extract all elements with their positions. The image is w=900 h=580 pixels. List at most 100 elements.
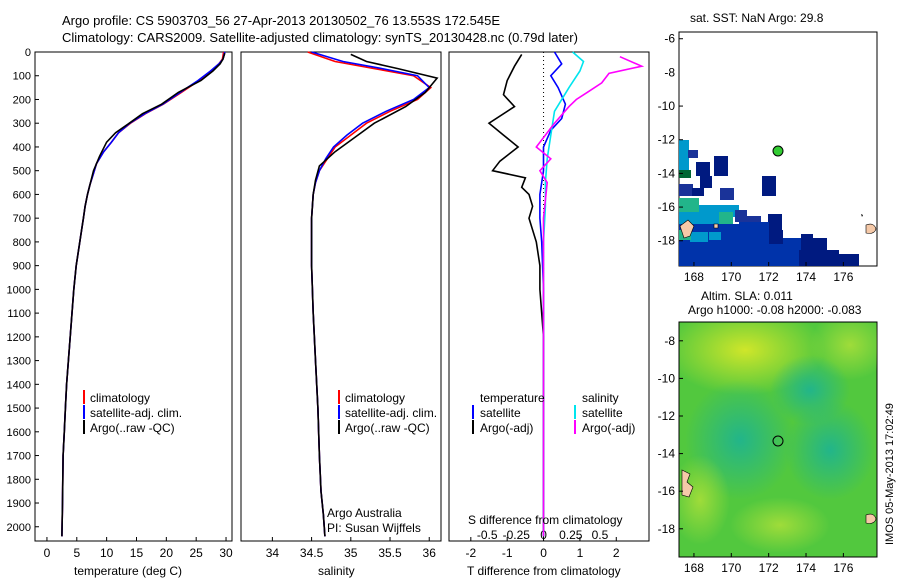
island-shape	[679, 219, 695, 239]
sst-cell	[679, 184, 693, 196]
sst-cell	[735, 210, 747, 222]
legend-label-argo: Argo(..raw -QC)	[90, 421, 175, 435]
x-tick-label: 25	[190, 546, 204, 560]
y-tick-label: 1200	[7, 332, 31, 344]
x-axis-label-temperature: temperature (deg C)	[74, 564, 182, 578]
sst-map-title: sat. SST: NaN Argo: 29.8	[690, 11, 824, 25]
y-tick-label: 2000	[7, 522, 31, 534]
y-tick-label: 800	[13, 237, 31, 249]
map-x-tick-label: 170	[721, 561, 741, 575]
x-tick-label: 15	[130, 546, 144, 560]
x-tick-label: 5	[73, 546, 80, 560]
x-tick-label: -2	[465, 546, 476, 560]
sst-cell	[696, 162, 710, 176]
y-tick-label: 500	[13, 166, 31, 178]
y-tick-label: 1100	[7, 308, 31, 320]
map-x-tick-label: 172	[759, 270, 779, 284]
imos-timestamp: IMOS 05-May-2013 17:02:49	[884, 403, 896, 545]
map-y-tick-label: -18	[658, 522, 676, 536]
map-y-tick-label: -6	[664, 32, 675, 46]
island-shape	[681, 469, 694, 498]
y-tick-label: 100	[13, 71, 31, 83]
legend-title-temperature: temperature	[480, 391, 545, 405]
y-tick-label: 1400	[7, 379, 31, 391]
y-tick-label: 1300	[7, 356, 31, 368]
credit-line1: Argo Australia	[327, 506, 402, 520]
map-x-tick-label: 172	[759, 561, 779, 575]
y-tick-label: 1000	[7, 284, 31, 296]
map-y-tick-label: -8	[664, 65, 675, 79]
y-tick-label: 700	[13, 213, 31, 225]
sst-cell	[714, 156, 728, 176]
map-y-tick-label: -14	[658, 447, 676, 461]
y-tick-label: 1800	[7, 474, 31, 486]
y-tick-label: 900	[13, 261, 31, 273]
argo-float-marker	[772, 145, 784, 157]
sla-map	[678, 321, 878, 558]
temperature-panel	[34, 51, 233, 542]
argo-float-marker	[772, 435, 784, 447]
y-tick-label: 1600	[7, 427, 31, 439]
legend-label-climatology: climatology	[345, 391, 405, 405]
profile-lines	[61, 51, 645, 541]
x-tick-label: 34.5	[300, 546, 324, 560]
axis-ticks: 0100200300400500600700800900100011001200…	[7, 47, 620, 560]
legend-label-sal-argo: Argo(-adj)	[582, 421, 635, 435]
legend-label-temp-satellite: satellite	[480, 406, 521, 420]
map-y-tick-label: -10	[658, 99, 676, 113]
island-dot	[861, 214, 863, 217]
x-axis-label-salinity: salinity	[318, 564, 355, 578]
sst-cell	[799, 250, 839, 266]
map-y-tick-label: -10	[658, 371, 676, 385]
series-line	[487, 53, 545, 537]
sla-map-title1: Altim. SLA: 0.011	[701, 289, 793, 303]
series-line	[535, 55, 645, 537]
sst-cell	[679, 198, 699, 212]
sst-map	[678, 31, 878, 267]
sst-cell	[679, 170, 691, 178]
map-axis-ticks: -6 -10 -12 -14 -16 -18 -8 168 170 172 174 176 -8 -10 -…	[658, 32, 854, 575]
series-line	[310, 53, 439, 537]
map-x-tick-label: 176	[833, 561, 853, 575]
x-axis-label-t-difference: T difference from climatology	[467, 564, 621, 578]
sst-cell	[688, 150, 698, 158]
map-x-tick-label: 174	[796, 270, 816, 284]
top-x-tick-label: -0.5	[477, 528, 498, 542]
map-y-tick-label: -16	[658, 484, 676, 498]
difference-legend: temperature salinity satellite Argo(-adj…	[468, 391, 635, 527]
legend-label-climatology: climatology	[90, 391, 150, 405]
map-y-tick-label: -18	[658, 234, 676, 248]
y-tick-label: 1900	[7, 498, 31, 510]
profile-title-line1: Argo profile: CS 5903703_56 27-Apr-2013 …	[62, 13, 500, 28]
map-x-tick-label: 168	[684, 561, 704, 575]
map-x-tick-label: 168	[684, 270, 704, 284]
sst-cell	[739, 222, 769, 244]
map-x-tick-label: 170	[721, 270, 741, 284]
x-tick-label: 2	[613, 546, 620, 560]
map-y-tick-label: -12	[658, 409, 676, 423]
temperature-legend: climatology satellite-adj. clim. Argo(..…	[83, 390, 182, 435]
y-tick-label: 1500	[7, 403, 31, 415]
credit-line2: PI: Susan Wijffels	[327, 521, 421, 535]
top-x-tick-label: 0.5	[592, 528, 609, 542]
x-tick-label: 36	[423, 546, 437, 560]
island-shape	[865, 223, 877, 234]
y-tick-label: 1700	[7, 451, 31, 463]
profile-title-line2: Climatology: CARS2009. Satellite-adjuste…	[62, 30, 578, 45]
salinity-legend: climatology satellite-adj. clim. Argo(..…	[327, 390, 437, 535]
x-tick-label: 0	[44, 546, 51, 560]
map-x-tick-label: 174	[796, 561, 816, 575]
difference-panel	[448, 51, 650, 542]
sst-cell	[768, 214, 782, 230]
sst-cell	[709, 232, 721, 240]
x-tick-label: 1	[577, 546, 584, 560]
sst-cell	[801, 234, 813, 252]
x-tick-label: 35	[344, 546, 358, 560]
map-y-tick-label: -12	[658, 133, 676, 147]
x-tick-label: -1	[502, 546, 513, 560]
map-y-tick-label: -16	[658, 200, 676, 214]
legend-label-satellite: satellite-adj. clim.	[90, 406, 182, 420]
sst-cell	[692, 188, 704, 196]
legend-label-temp-argo: Argo(-adj)	[480, 421, 533, 435]
